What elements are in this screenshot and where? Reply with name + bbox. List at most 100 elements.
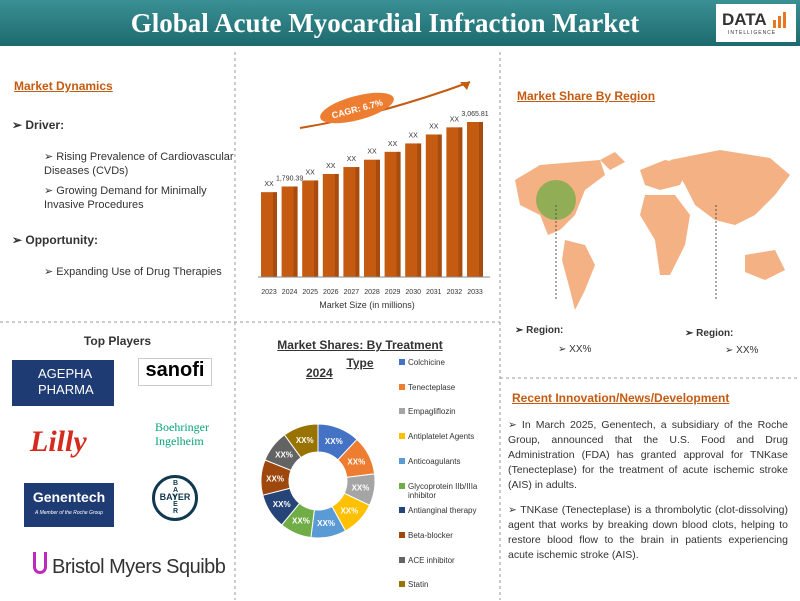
data-label: XX bbox=[409, 132, 419, 139]
legend-label: Anticoagulants bbox=[408, 456, 461, 466]
data-label: XX% bbox=[317, 519, 335, 528]
legend-swatch bbox=[399, 507, 405, 514]
logo-icon bbox=[778, 16, 781, 28]
data-label: 1,790.39 bbox=[276, 175, 303, 182]
chart-title: Market Shares: By Treatment Type bbox=[277, 338, 443, 370]
logo-bayer-v: BAYER bbox=[172, 480, 179, 515]
bar bbox=[425, 134, 442, 277]
legend-swatch bbox=[399, 408, 405, 415]
data-label: XX bbox=[388, 141, 398, 148]
data-label: 3,065.81 bbox=[461, 111, 488, 118]
bar-shade bbox=[334, 173, 339, 277]
bar-shade bbox=[355, 167, 360, 277]
logo-roche: A Member of the Roche Group bbox=[35, 510, 103, 516]
x-tick-label: 2026 bbox=[323, 289, 339, 296]
x-tick-label: 2030 bbox=[405, 289, 421, 296]
data-label: XX bbox=[367, 149, 377, 156]
logo-sanofi: sanofi bbox=[138, 358, 212, 386]
bar-shade bbox=[479, 122, 483, 277]
bar-shade bbox=[273, 192, 277, 277]
logo-genentech: Genentech bbox=[32, 489, 106, 505]
legend-swatch bbox=[399, 383, 405, 390]
data-label: XX% bbox=[296, 436, 314, 445]
bar bbox=[467, 122, 483, 277]
logo-boehringer: Boehringer Ingelheim bbox=[155, 420, 209, 448]
data-label: XX% bbox=[292, 516, 310, 525]
bar bbox=[281, 186, 298, 277]
logo-bms-icon bbox=[33, 552, 47, 574]
news-item: TNKase (Tenecteplase) is a thrombolytic … bbox=[508, 503, 788, 563]
logo: DATA bbox=[722, 10, 767, 29]
legend-swatch bbox=[399, 359, 405, 365]
logo-bms: Bristol Myers Squibb bbox=[52, 556, 226, 578]
x-tick-label: 2023 bbox=[261, 289, 277, 296]
legend-swatch bbox=[399, 556, 405, 563]
section-title: Market Share By Region bbox=[517, 89, 656, 103]
legend-swatch bbox=[399, 433, 405, 440]
region-label: Region: bbox=[685, 328, 733, 339]
header-band bbox=[0, 0, 800, 46]
bar bbox=[343, 167, 360, 277]
bar bbox=[302, 180, 319, 277]
legend-swatch bbox=[399, 482, 405, 489]
x-tick-label: 2031 bbox=[426, 289, 442, 296]
logo-box bbox=[716, 4, 796, 42]
bar-shade bbox=[396, 151, 401, 277]
section-title: Top Players bbox=[83, 334, 152, 348]
logo-sub: INTELLIGENCE bbox=[728, 30, 777, 36]
driver-item: Rising Prevalence of Cardiovascular Dise… bbox=[44, 150, 234, 178]
section-title: Market Dynamics bbox=[14, 79, 113, 93]
x-tick-label: 2033 bbox=[467, 289, 483, 296]
separators bbox=[0, 52, 800, 600]
data-label: XX% bbox=[352, 484, 370, 493]
x-tick-label: 2027 bbox=[344, 289, 360, 296]
legend-label: Glycoprotein IIb/IIIa inhibitor bbox=[408, 481, 478, 500]
bar bbox=[446, 127, 463, 277]
data-label: XX bbox=[306, 169, 316, 176]
x-axis-label: Market Size (in millions) bbox=[319, 300, 415, 310]
region-label: Region: bbox=[515, 325, 563, 336]
legend-label: Colchicine bbox=[408, 358, 445, 367]
legend-label: Statin bbox=[408, 580, 429, 590]
bar-shade bbox=[376, 159, 380, 277]
legend-label: Antianginal therapy bbox=[408, 506, 477, 516]
logo-bayer: BAYER bbox=[159, 492, 191, 502]
page-title: Global Acute Myocardial Infraction Marke… bbox=[130, 8, 640, 38]
legend-label: Tenecteplase bbox=[408, 382, 456, 392]
chart-year: 2024 bbox=[306, 366, 333, 380]
bar-shade bbox=[458, 127, 463, 277]
driver-heading: Driver: bbox=[12, 118, 64, 132]
donut-segment bbox=[283, 423, 319, 459]
legend-label: Antiplatelet Agents bbox=[408, 432, 475, 442]
legend-label: Beta-blocker bbox=[408, 530, 453, 540]
data-label: XX bbox=[347, 156, 357, 163]
region-value: XX% bbox=[725, 345, 758, 356]
opportunity-item: Expanding Use of Drug Therapies bbox=[44, 265, 234, 278]
arrow-head bbox=[460, 82, 470, 90]
data-label: XX% bbox=[340, 506, 358, 515]
x-tick-label: 2025 bbox=[302, 289, 318, 296]
bar bbox=[405, 143, 422, 277]
logo-bayer-ring bbox=[152, 475, 198, 521]
data-label: XX% bbox=[325, 437, 343, 446]
bar bbox=[261, 192, 277, 277]
driver-item: Growing Demand for Minimally Invasive Pr… bbox=[44, 184, 234, 212]
bar-shade bbox=[314, 180, 319, 277]
data-label: XX% bbox=[266, 474, 284, 483]
legend-swatch bbox=[399, 457, 405, 464]
bar bbox=[384, 151, 401, 277]
data-label: XX bbox=[429, 123, 439, 130]
bar bbox=[322, 173, 339, 277]
data-label: XX% bbox=[347, 457, 365, 466]
legend-label: Empagliflozin bbox=[408, 407, 456, 417]
world-map bbox=[515, 150, 790, 310]
data-label: XX% bbox=[273, 500, 291, 509]
bar-shade bbox=[293, 186, 298, 277]
bar-shade bbox=[437, 134, 442, 277]
bar bbox=[364, 159, 380, 277]
logo-agepha-box bbox=[12, 360, 114, 406]
logo-icon bbox=[773, 20, 776, 28]
region-value: XX% bbox=[558, 344, 591, 355]
